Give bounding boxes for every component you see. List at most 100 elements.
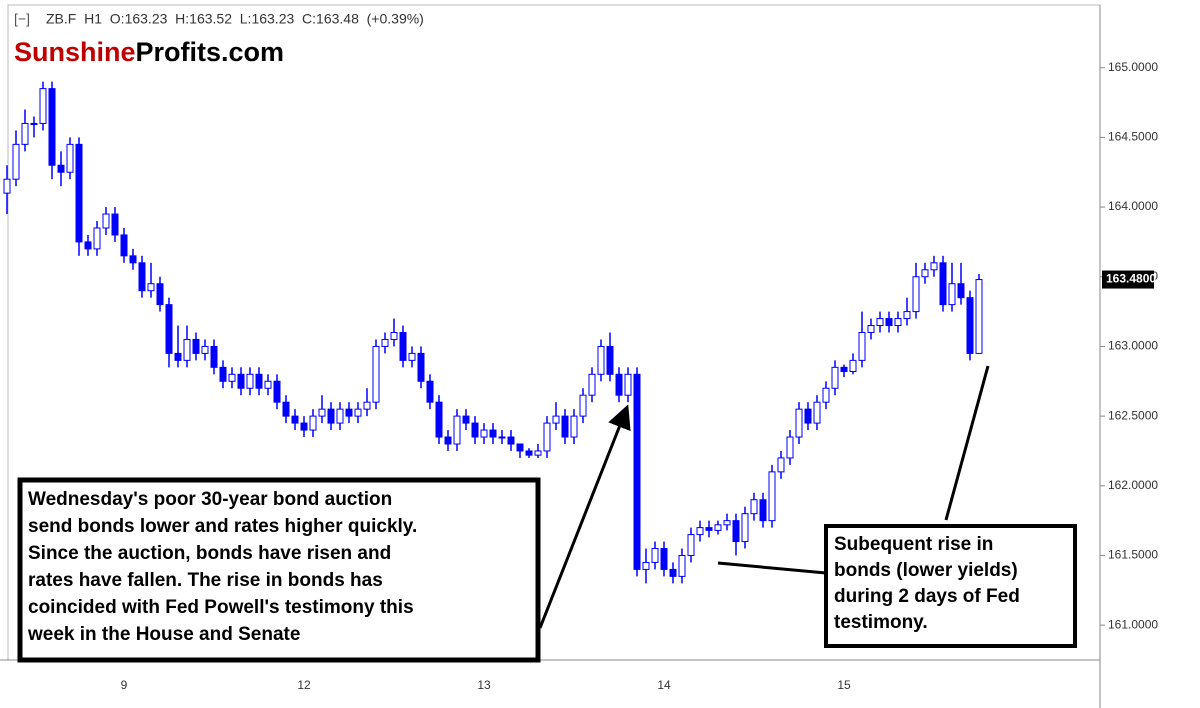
candle-body — [210, 345, 218, 368]
arrow — [944, 365, 990, 521]
candle-body — [345, 408, 353, 417]
candle-body — [660, 548, 668, 570]
candle-body — [435, 401, 443, 438]
candle-body — [111, 213, 119, 236]
candle-body — [975, 279, 983, 354]
candle-body — [768, 471, 776, 522]
candle-body — [3, 178, 11, 194]
candle-body — [858, 332, 866, 361]
candle-body — [633, 373, 641, 570]
y-tick-label: 164.5000 — [1108, 130, 1158, 144]
candle-body — [786, 436, 794, 459]
candle-body — [669, 568, 677, 577]
candle-body — [381, 338, 389, 347]
candle-body — [327, 408, 335, 424]
candle-body — [156, 283, 164, 306]
arrow — [538, 404, 631, 629]
candle-body — [795, 408, 803, 438]
y-tick-label: 163.0000 — [1108, 339, 1158, 353]
y-tick-label: 161.0000 — [1108, 617, 1158, 631]
candle-body — [750, 499, 758, 515]
candle-body — [12, 143, 20, 180]
y-tick-label: 165.0000 — [1108, 60, 1158, 74]
annotation: Wednesday's poor 30-year bond auction sen… — [27, 489, 417, 645]
candle-body — [489, 429, 497, 438]
annotation: Subequent rise in bonds (lower yields) dur… — [834, 534, 1020, 633]
candle-body — [453, 415, 461, 445]
candle-body — [408, 352, 416, 361]
candle-body — [21, 122, 29, 145]
x-tick-label: 12 — [297, 678, 311, 692]
candle-body — [543, 422, 551, 452]
candle-body — [678, 554, 686, 577]
logo-part: Sunshine — [14, 37, 136, 67]
candle-body — [336, 408, 344, 424]
candle-body — [192, 338, 200, 354]
candle-body — [723, 520, 731, 526]
candle-body — [867, 325, 875, 334]
candle-body — [102, 213, 110, 229]
candle-body — [30, 122, 38, 125]
candle-body — [219, 366, 227, 382]
candle-body — [840, 366, 848, 373]
candle-body — [255, 373, 263, 389]
candle-body — [732, 520, 740, 543]
candle-body — [849, 359, 857, 373]
candle-body — [93, 227, 101, 250]
candle-body — [498, 436, 506, 439]
y-tick-label: 164.0000 — [1108, 199, 1158, 213]
candle-body — [822, 387, 830, 403]
candle-body — [354, 408, 362, 417]
y-tick-label: 162.0000 — [1108, 478, 1158, 492]
annotation-line: Wednesday's poor 30-year bond auction — [28, 489, 392, 510]
candle-body — [525, 450, 533, 456]
candle-body — [39, 88, 47, 124]
candle-body — [426, 380, 434, 403]
candle-body — [948, 283, 956, 306]
candle-body — [318, 408, 326, 417]
candle-body — [624, 373, 632, 396]
x-tick-label: 14 — [657, 678, 671, 692]
annotation-line: Subequent rise in — [834, 534, 993, 555]
candle-body — [885, 318, 893, 327]
x-tick-label: 9 — [121, 678, 128, 692]
last-price-box — [1102, 270, 1154, 289]
candle-body — [597, 345, 605, 375]
annotation-box — [824, 524, 1077, 648]
x-tick-label: 13 — [477, 678, 491, 692]
last-price-label: 163.4800 — [1106, 272, 1156, 286]
logo: SunshineProfits.com — [14, 37, 284, 67]
candle-body — [129, 255, 137, 264]
annotation-line: week in the House and Senate — [27, 624, 300, 645]
annotation-line: send bonds lower and rates higher quickl… — [28, 516, 417, 537]
candle-body — [75, 143, 83, 243]
candle-body — [147, 283, 155, 292]
candle-body — [237, 373, 245, 389]
candle-body — [714, 524, 722, 531]
candle-body — [246, 373, 254, 389]
candle-body — [696, 527, 704, 536]
candle-body — [705, 527, 713, 531]
logo-part: Profits.com — [136, 37, 285, 67]
annotation-line: Since the auction, bonds have risen and — [28, 543, 391, 564]
candle-body — [687, 534, 695, 556]
candle-body — [966, 297, 974, 354]
annotation-line: during 2 days of Fed — [834, 586, 1020, 607]
candle-body — [291, 415, 299, 424]
candle-body — [282, 401, 290, 417]
header-text: ZB.F H1 O:163.23 H:163.52 L:163.23 C:163… — [46, 11, 424, 27]
annotation-line: testimony. — [834, 612, 928, 633]
candle-body — [831, 366, 839, 389]
candle-body — [912, 276, 920, 313]
candle-body — [183, 338, 191, 361]
candle-body — [201, 345, 209, 354]
collapse-icon[interactable]: [−] — [14, 11, 30, 27]
candle-body — [804, 408, 812, 424]
x-tick-label: 15 — [837, 678, 851, 692]
candle-body — [606, 345, 614, 375]
candle-body — [507, 436, 515, 445]
candle-body — [165, 304, 173, 354]
candle-body — [813, 401, 821, 424]
y-tick-label: 161.5000 — [1108, 548, 1158, 562]
y-tick-label: 162.5000 — [1108, 408, 1158, 422]
